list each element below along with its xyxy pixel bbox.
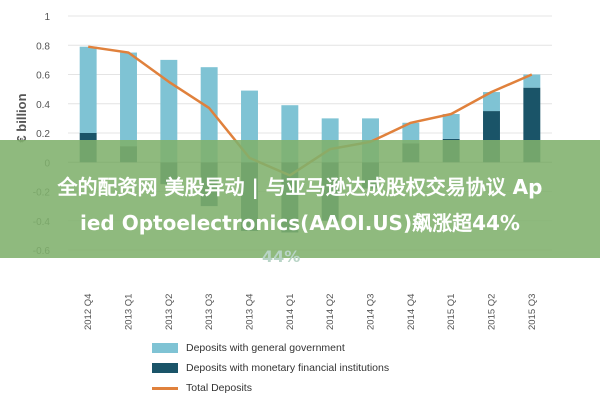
x-tick-label: 2015 Q2: [487, 294, 498, 330]
ghost-headline-text: 44%: [262, 247, 301, 266]
bar-general-government: [120, 52, 137, 147]
x-tick-label: 2013 Q3: [204, 294, 215, 330]
legend-item-total-deposits: Total Deposits: [152, 378, 389, 398]
bar-general-government: [483, 92, 500, 112]
overlay-banner: [0, 140, 600, 258]
y-tick-label: 0.6: [36, 71, 50, 82]
legend: Deposits with general government Deposit…: [152, 338, 389, 398]
y-tick-label: 0.2: [36, 129, 50, 140]
y-tick-label: 0.4: [36, 100, 50, 111]
x-tick-label: 2013 Q4: [245, 294, 256, 330]
banner-headline-line-2: ied Optoelectronics(AAOI.US)飙涨超44%: [80, 211, 520, 235]
x-tick-label: 2012 Q4: [83, 294, 94, 330]
bar-general-government: [402, 122, 420, 144]
legend-item-general-government: Deposits with general government: [152, 338, 389, 358]
x-tick-label: 2013 Q2: [164, 294, 175, 330]
legend-swatch: [152, 343, 178, 353]
x-tick-labels: 2012 Q4 2013 Q1 2013 Q2 2013 Q3 2013 Q4 2014 …: [83, 294, 538, 330]
x-tick-label: 2013 Q1: [124, 294, 135, 330]
bar-general-government: [200, 67, 218, 163]
bar-general-government: [523, 74, 541, 88]
legend-swatch: [152, 386, 178, 390]
y-axis-label: € billion: [14, 93, 29, 142]
legend-item-monetary-institutions: Deposits with monetary financial institu…: [152, 358, 389, 378]
x-tick-label: 2014 Q4: [406, 294, 417, 330]
x-tick-label: 2015 Q3: [527, 294, 538, 330]
bar-general-government: [79, 46, 97, 133]
x-tick-label: 2014 Q2: [325, 294, 336, 330]
legend-label: Deposits with general government: [186, 342, 345, 354]
x-tick-label: 2015 Q1: [446, 294, 457, 330]
bar-general-government: [442, 113, 460, 139]
x-tick-label: 2014 Q1: [285, 294, 296, 330]
x-tick-label: 2014 Q3: [366, 294, 377, 330]
banner-headline-line-1: 全的配资网 美股异动 | 与亚马逊达成股权交易协议 Ap: [57, 175, 543, 199]
legend-label: Deposits with monetary financial institu…: [186, 362, 390, 374]
legend-label: Total Deposits: [186, 382, 252, 394]
y-tick-label: 0.8: [36, 41, 50, 52]
legend-swatch: [152, 363, 178, 373]
y-tick-label: 1: [44, 12, 50, 23]
